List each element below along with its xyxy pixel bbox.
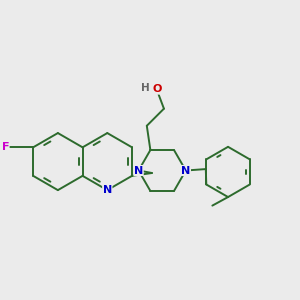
Text: H: H	[141, 83, 150, 93]
Text: N: N	[103, 185, 112, 195]
Text: N: N	[134, 166, 143, 176]
Text: F: F	[2, 142, 9, 152]
Text: N: N	[181, 166, 190, 176]
Text: O: O	[152, 84, 161, 94]
